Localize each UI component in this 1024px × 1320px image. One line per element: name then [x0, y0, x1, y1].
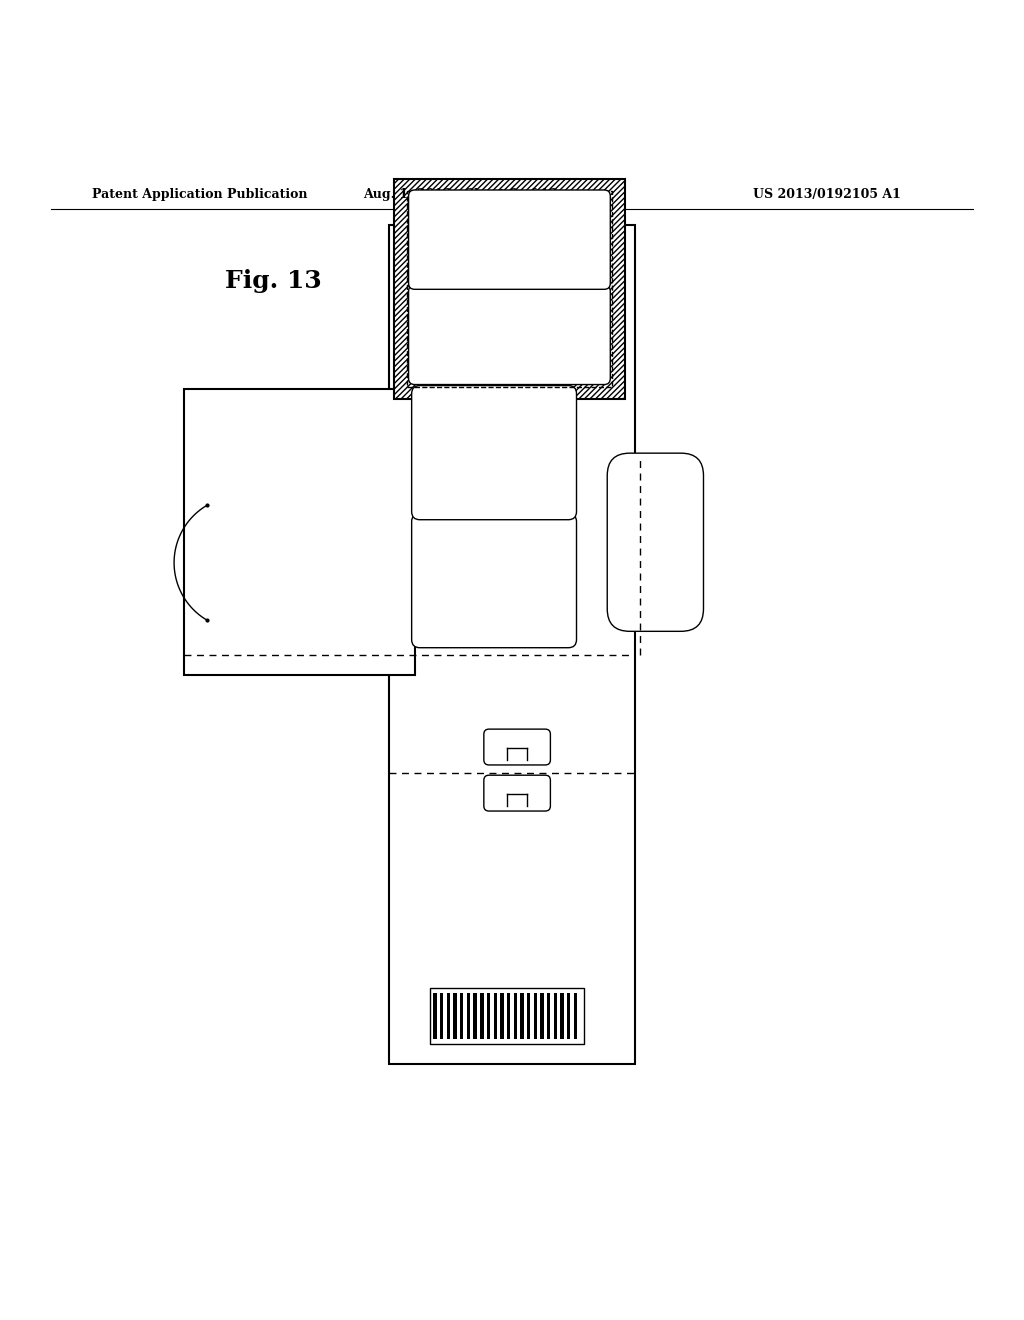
Bar: [407, 191, 612, 387]
Bar: [520, 993, 523, 1039]
Bar: [184, 388, 415, 676]
Bar: [430, 987, 584, 1044]
Bar: [507, 796, 527, 807]
FancyBboxPatch shape: [412, 385, 577, 520]
Bar: [534, 993, 537, 1039]
FancyBboxPatch shape: [409, 190, 610, 289]
Text: Patent Application Publication: Patent Application Publication: [92, 187, 307, 201]
Bar: [467, 993, 470, 1039]
FancyBboxPatch shape: [483, 729, 551, 766]
Bar: [547, 993, 550, 1039]
Text: US 2013/0192105 A1: US 2013/0192105 A1: [754, 187, 901, 201]
Bar: [567, 993, 570, 1039]
Bar: [573, 993, 577, 1039]
Bar: [527, 993, 530, 1039]
FancyBboxPatch shape: [412, 513, 577, 648]
Bar: [394, 178, 625, 399]
Text: Aug. 1, 2013   Sheet 8 of 13: Aug. 1, 2013 Sheet 8 of 13: [364, 187, 558, 201]
Bar: [507, 993, 510, 1039]
Bar: [454, 993, 457, 1039]
Bar: [486, 993, 490, 1039]
Bar: [480, 993, 483, 1039]
Bar: [389, 224, 635, 1064]
Bar: [541, 993, 544, 1039]
FancyBboxPatch shape: [607, 453, 703, 631]
Bar: [554, 993, 557, 1039]
Bar: [473, 993, 477, 1039]
Bar: [433, 993, 437, 1039]
Bar: [560, 993, 563, 1039]
Bar: [440, 993, 443, 1039]
Bar: [494, 993, 497, 1039]
Bar: [500, 993, 504, 1039]
Bar: [446, 993, 451, 1039]
Bar: [514, 993, 517, 1039]
FancyBboxPatch shape: [483, 775, 551, 810]
FancyBboxPatch shape: [409, 285, 610, 384]
Bar: [460, 993, 464, 1039]
Text: Fig. 13: Fig. 13: [225, 269, 322, 293]
Bar: [507, 750, 527, 760]
